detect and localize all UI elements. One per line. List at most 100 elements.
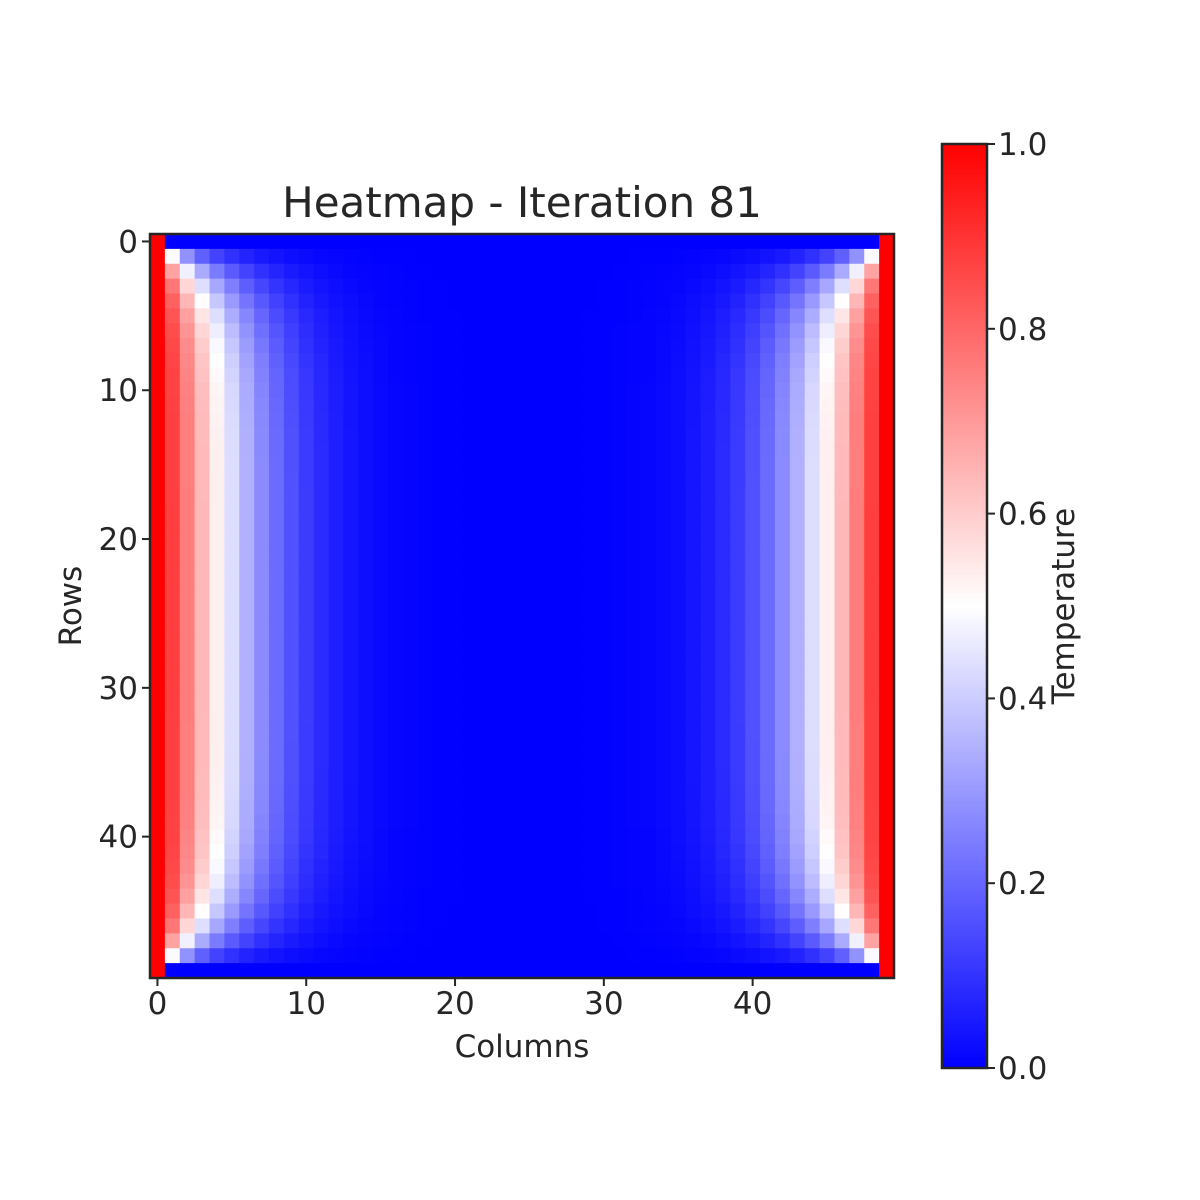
- heatmap-cell: [328, 442, 345, 458]
- heatmap-cell: [164, 576, 181, 592]
- heatmap-cell: [522, 829, 538, 845]
- heatmap-cell: [819, 367, 836, 384]
- heatmap-cell: [373, 710, 389, 726]
- heatmap-cell: [745, 799, 761, 815]
- heatmap-cell: [507, 576, 523, 592]
- heatmap-cell: [194, 427, 211, 443]
- heatmap-cell: [209, 799, 225, 815]
- heatmap-cell: [849, 367, 865, 384]
- heatmap-cell: [447, 650, 464, 667]
- heatmap-cell: [641, 397, 657, 414]
- heatmap-cell: [849, 397, 865, 414]
- heatmap-cell: [670, 650, 687, 667]
- heatmap-cell: [164, 397, 181, 414]
- heatmap-cell: [760, 278, 776, 295]
- heatmap-cell: [849, 933, 865, 949]
- heatmap-cell: [551, 338, 568, 354]
- heatmap-cell: [402, 888, 419, 905]
- heatmap-cell: [834, 754, 850, 771]
- heatmap-cell: [566, 873, 583, 890]
- heatmap-cell: [179, 367, 196, 384]
- heatmap-cell: [209, 382, 225, 399]
- heatmap-cell: [685, 620, 702, 637]
- heatmap-cell: [819, 338, 836, 354]
- heatmap-cell: [209, 650, 225, 667]
- heatmap-cell: [313, 769, 330, 786]
- heatmap-cell: [536, 263, 553, 280]
- heatmap-cell: [626, 323, 642, 339]
- heatmap-cell: [849, 293, 865, 309]
- heatmap-cell: [254, 799, 270, 815]
- heatmap-cell: [432, 903, 449, 920]
- heatmap-cell: [611, 472, 627, 488]
- heatmap-cell: [283, 546, 300, 562]
- heatmap-cell: [789, 933, 806, 949]
- heatmap-cell: [834, 561, 850, 577]
- heatmap-cell: [641, 665, 657, 681]
- heatmap-cell: [730, 531, 746, 548]
- heatmap-cell: [879, 427, 895, 443]
- heatmap-cell: [209, 933, 225, 949]
- heatmap-cell: [804, 873, 821, 890]
- heatmap-cell: [150, 784, 166, 801]
- heatmap-cell: [358, 695, 374, 711]
- heatmap-cell: [566, 650, 583, 667]
- heatmap-cell: [194, 457, 211, 473]
- heatmap-cell: [700, 308, 717, 324]
- heatmap-cell: [224, 382, 240, 399]
- heatmap-cell: [745, 278, 761, 295]
- heatmap-cell: [328, 561, 345, 577]
- heatmap-cell: [417, 486, 434, 503]
- heatmap-cell: [358, 457, 374, 473]
- heatmap-cell: [536, 442, 553, 458]
- heatmap-cell: [774, 338, 791, 354]
- heatmap-cell: [194, 635, 211, 652]
- heatmap-cell: [760, 963, 776, 979]
- heatmap-cell: [745, 710, 761, 726]
- heatmap-cell: [447, 873, 464, 890]
- heatmap-cell: [581, 635, 597, 652]
- heatmap-cell: [849, 516, 865, 533]
- heatmap-cell: [715, 858, 731, 875]
- heatmap-cell: [685, 308, 702, 324]
- heatmap-cell: [179, 546, 196, 562]
- heatmap-cell: [507, 963, 523, 979]
- heatmap-cell: [492, 963, 508, 979]
- heatmap-cell: [566, 263, 583, 280]
- heatmap-cell: [492, 918, 508, 934]
- heatmap-cell: [254, 427, 270, 443]
- heatmap-cell: [373, 591, 389, 607]
- heatmap-cell: [239, 591, 255, 607]
- heatmap-cell: [551, 531, 568, 548]
- heatmap-cell: [730, 963, 746, 979]
- heatmap-cell: [328, 248, 345, 265]
- heatmap-cell: [358, 725, 374, 741]
- heatmap-cell: [224, 338, 240, 354]
- heatmap-cell: [849, 725, 865, 741]
- heatmap-cell: [834, 576, 850, 592]
- heatmap-cell: [224, 888, 240, 905]
- heatmap-cell: [239, 234, 255, 250]
- heatmap-cell: [328, 367, 345, 384]
- heatmap-cell: [477, 531, 493, 548]
- heatmap-cell: [522, 710, 538, 726]
- heatmap-cell: [685, 501, 702, 518]
- heatmap-cell: [209, 546, 225, 562]
- heatmap-cell: [655, 963, 672, 979]
- heatmap-cell: [358, 397, 374, 414]
- heatmap-cell: [864, 234, 880, 250]
- heatmap-cell: [313, 353, 330, 369]
- heatmap-cell: [224, 858, 240, 875]
- heatmap-cell: [834, 263, 850, 280]
- heatmap-cell: [864, 769, 880, 786]
- heatmap-cell: [477, 799, 493, 815]
- heatmap-cell: [804, 963, 821, 979]
- heatmap-cell: [313, 710, 330, 726]
- heatmap-cell: [611, 382, 627, 399]
- heatmap-cell: [507, 725, 523, 741]
- heatmap-cell: [402, 665, 419, 681]
- heatmap-cell: [343, 397, 359, 414]
- heatmap-cell: [611, 844, 627, 860]
- heatmap-cell: [328, 635, 345, 652]
- heatmap-cell: [462, 516, 478, 533]
